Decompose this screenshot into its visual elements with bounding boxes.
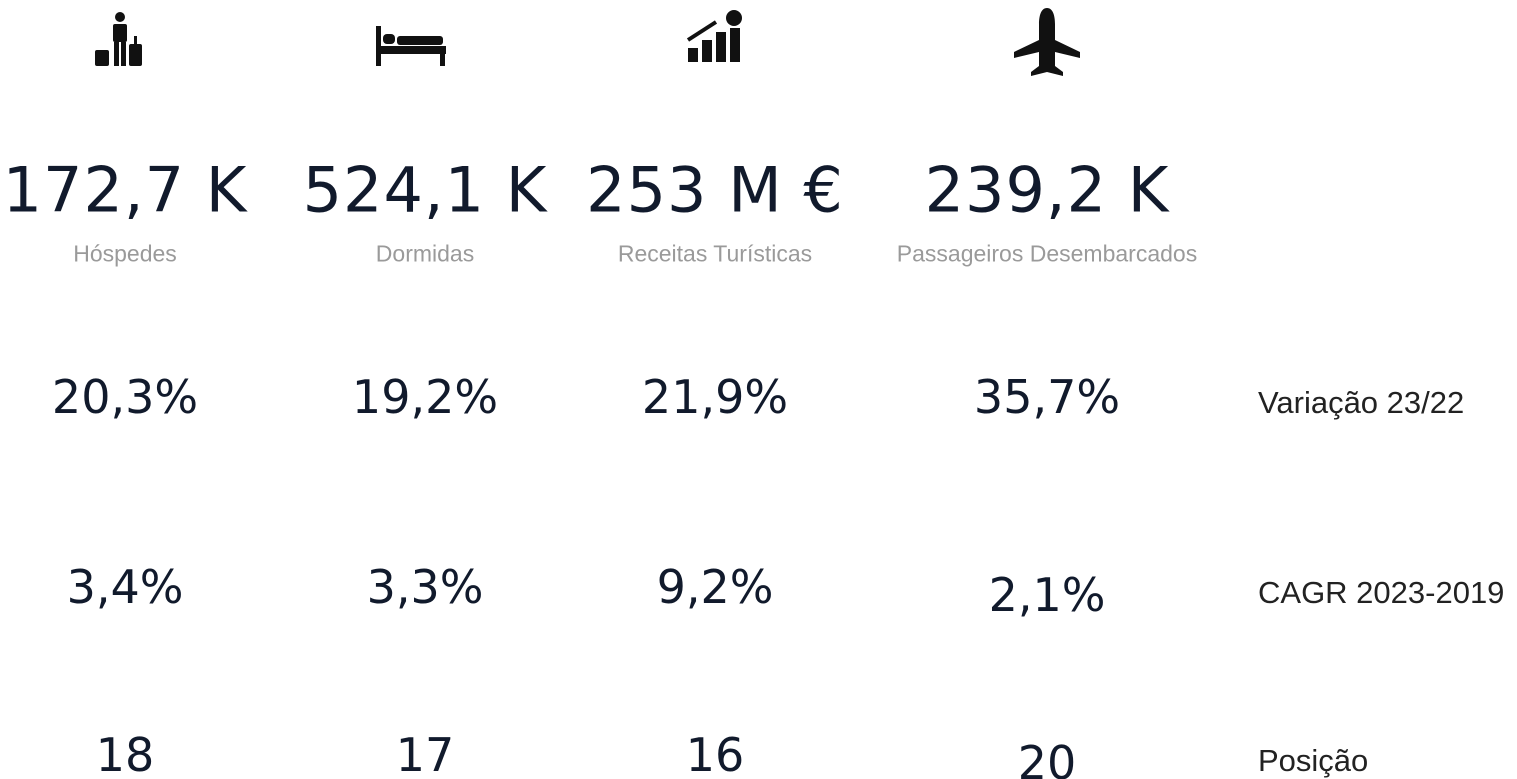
row-label: CAGR 2023-2019 [1258, 575, 1505, 610]
kpi-value: 253 M € [586, 153, 844, 227]
cagr-value: 2,1% [988, 568, 1106, 622]
row-label: Posição [1258, 743, 1369, 778]
position-value: 16 [685, 728, 745, 779]
kpi-label: Hóspedes [73, 240, 177, 267]
position-value: 20 [1017, 736, 1077, 779]
variation-value: 20,3% [51, 370, 199, 424]
row-label: Variação 23/22 [1258, 385, 1465, 420]
plane-icon [1014, 8, 1080, 76]
position-value: 18 [95, 728, 155, 779]
kpi-label: Dormidas [375, 240, 475, 267]
kpi-label: Receitas Turísticas [617, 240, 813, 267]
variation-value: 19,2% [351, 370, 499, 424]
kpi-value: 172,7 K [2, 153, 248, 227]
guest-icon [95, 12, 142, 66]
position-value: 17 [395, 728, 455, 779]
revenue-icon [686, 10, 742, 62]
variation-value: 35,7% [973, 370, 1121, 424]
kpi-value: 524,1 K [302, 153, 548, 227]
cagr-value: 9,2% [656, 560, 774, 614]
kpi-value: 239,2 K [924, 153, 1170, 227]
cagr-value: 3,4% [66, 560, 184, 614]
variation-value: 21,9% [641, 370, 789, 424]
bed-icon [376, 26, 446, 66]
cagr-value: 3,3% [366, 560, 484, 614]
icons [95, 8, 1080, 76]
kpi-label: Passageiros Desembarcados [896, 240, 1198, 267]
